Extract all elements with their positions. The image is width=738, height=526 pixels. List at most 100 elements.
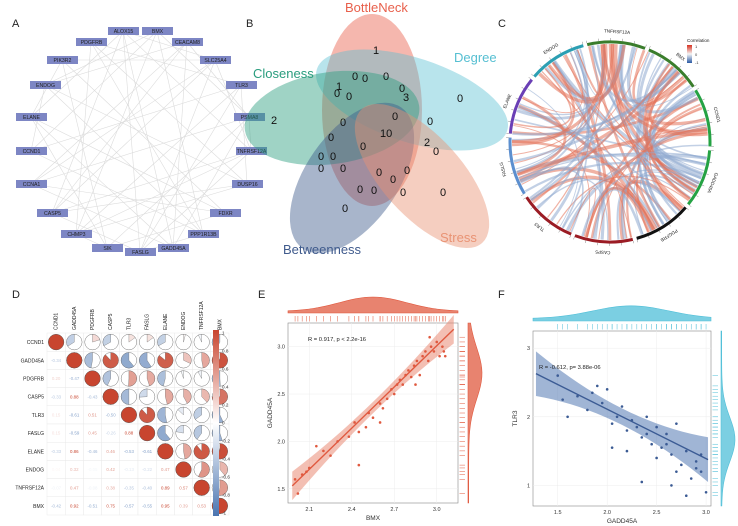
chord-segment bbox=[508, 78, 533, 134]
corr-colorbar-tick: 0.4 bbox=[222, 385, 229, 390]
corr-pie-fill bbox=[102, 352, 119, 369]
data-point bbox=[650, 442, 653, 446]
chord-tick bbox=[632, 240, 634, 244]
corr-value: 0.89 bbox=[161, 485, 170, 490]
data-point bbox=[655, 425, 658, 429]
data-point bbox=[392, 392, 396, 396]
corr-value: -0.35 bbox=[124, 485, 135, 490]
network-edge bbox=[139, 84, 242, 253]
corr-col-label: FASLG bbox=[145, 314, 151, 330]
y-tick-label: 1.5 bbox=[277, 487, 285, 493]
network-node: FDXR bbox=[210, 209, 241, 217]
network-edge bbox=[61, 59, 226, 214]
corr-value: -0.47 bbox=[69, 376, 80, 381]
corr-colorbar-ticks: 1 0.8 0.6 0.4 0.2 0 -0.2 -0.4 -0.6 -0.8 -1 bbox=[222, 331, 230, 516]
data-point bbox=[566, 415, 569, 419]
data-point bbox=[640, 480, 644, 484]
corr-colorbar-tick: -0.8 bbox=[222, 493, 230, 498]
data-point bbox=[675, 470, 678, 473]
network-node-box bbox=[200, 56, 231, 64]
network-node-box bbox=[188, 230, 219, 238]
venn-count: 0 bbox=[346, 91, 352, 103]
venn-diagram bbox=[244, 14, 508, 254]
chord-gene-label: ELANE bbox=[502, 93, 512, 109]
chord-link bbox=[562, 55, 694, 195]
venn-count: 0 bbox=[362, 73, 368, 85]
data-point bbox=[689, 477, 693, 480]
data-point bbox=[665, 432, 668, 436]
data-point bbox=[357, 463, 361, 467]
network-node-label: CCNA1 bbox=[23, 182, 41, 188]
corr-value: -0.51 bbox=[87, 504, 98, 509]
x-tick-label: 3.0 bbox=[702, 510, 710, 516]
venn-label-degree: Degree bbox=[454, 50, 497, 65]
chord-link bbox=[642, 57, 704, 172]
corr-colorbar-tick: -0.2 bbox=[222, 439, 230, 444]
data-point bbox=[670, 453, 673, 456]
network-edge bbox=[44, 84, 248, 185]
network-edge bbox=[90, 41, 242, 86]
network-edge bbox=[122, 30, 216, 61]
data-point bbox=[694, 460, 698, 463]
chord-tick bbox=[570, 45, 572, 49]
data-point bbox=[398, 378, 402, 382]
corr-colorbar-tick: -1 bbox=[222, 511, 227, 516]
data-point bbox=[655, 456, 658, 460]
venn-count: 0 bbox=[318, 163, 324, 175]
data-point bbox=[640, 436, 644, 439]
venn-count: 0 bbox=[371, 185, 377, 197]
chord-gene-label: CASP5 bbox=[595, 249, 611, 255]
corr-row-label: PDGFRB bbox=[23, 377, 45, 383]
corr-pie-fill bbox=[139, 388, 148, 398]
data-point bbox=[307, 466, 311, 470]
network-node: PIK3R2 bbox=[47, 56, 78, 64]
corr-pie-fill bbox=[201, 388, 210, 403]
corr-value: 0.47 bbox=[70, 485, 79, 490]
x-tick-label: 3.0 bbox=[433, 507, 441, 513]
chord-tick bbox=[538, 216, 541, 219]
data-point bbox=[699, 453, 703, 456]
network-edge bbox=[122, 30, 252, 152]
data-point bbox=[364, 425, 368, 429]
chord-link bbox=[513, 68, 572, 129]
venn-count: 0 bbox=[360, 141, 366, 153]
chord-gene-label: ENDOG bbox=[542, 42, 559, 55]
network-node-box bbox=[37, 209, 68, 217]
chord-link bbox=[520, 166, 571, 210]
chord-gene-label: GADD45A bbox=[706, 172, 719, 195]
chord-legend: Correlation 1 0 -1 bbox=[687, 38, 710, 65]
network-node-label: CEACAM8 bbox=[175, 40, 200, 46]
data-point bbox=[315, 444, 318, 448]
venn-counts: 1 0 0 0 3 0 2 0 1 0 10 2 0 0 0 0 0 0 0 0… bbox=[271, 45, 463, 215]
scatter-plot-e: 2.1 2.4 2.7 3.0 1.5 2.0 2.5 3.0 R = 0.917, p < 2… bbox=[267, 296, 483, 522]
data-point bbox=[429, 345, 433, 348]
chord-segment bbox=[508, 137, 526, 195]
data-point bbox=[322, 449, 325, 453]
network-node-box bbox=[236, 147, 267, 155]
corr-pie-fill bbox=[120, 352, 135, 369]
network-node: CHMP3 bbox=[61, 230, 92, 238]
data-point bbox=[293, 478, 297, 481]
corr-value: 0.51 bbox=[88, 413, 97, 418]
chord-tick bbox=[530, 207, 533, 210]
corr-value: 0.04 bbox=[52, 467, 61, 472]
venn-label-bottleneck: BottleNeck bbox=[345, 0, 408, 15]
data-point bbox=[300, 473, 304, 476]
venn-count: 3 bbox=[403, 92, 409, 104]
chord-tick bbox=[511, 109, 514, 111]
chord-tick bbox=[523, 197, 526, 200]
data-point bbox=[415, 359, 419, 363]
right-density bbox=[467, 322, 483, 504]
chord-tick bbox=[694, 84, 697, 87]
network-edge bbox=[240, 84, 248, 185]
corr-pie-fill bbox=[157, 406, 167, 423]
venn-count: 0 bbox=[433, 146, 439, 158]
network-edge bbox=[90, 41, 204, 235]
venn-count: 0 bbox=[376, 167, 382, 179]
network-node-box bbox=[16, 180, 47, 188]
corr-row-label: GADD45A bbox=[21, 358, 45, 364]
data-point bbox=[615, 415, 619, 419]
network-node: SLC25A4 bbox=[200, 56, 231, 64]
corr-pie-fill bbox=[157, 334, 166, 347]
